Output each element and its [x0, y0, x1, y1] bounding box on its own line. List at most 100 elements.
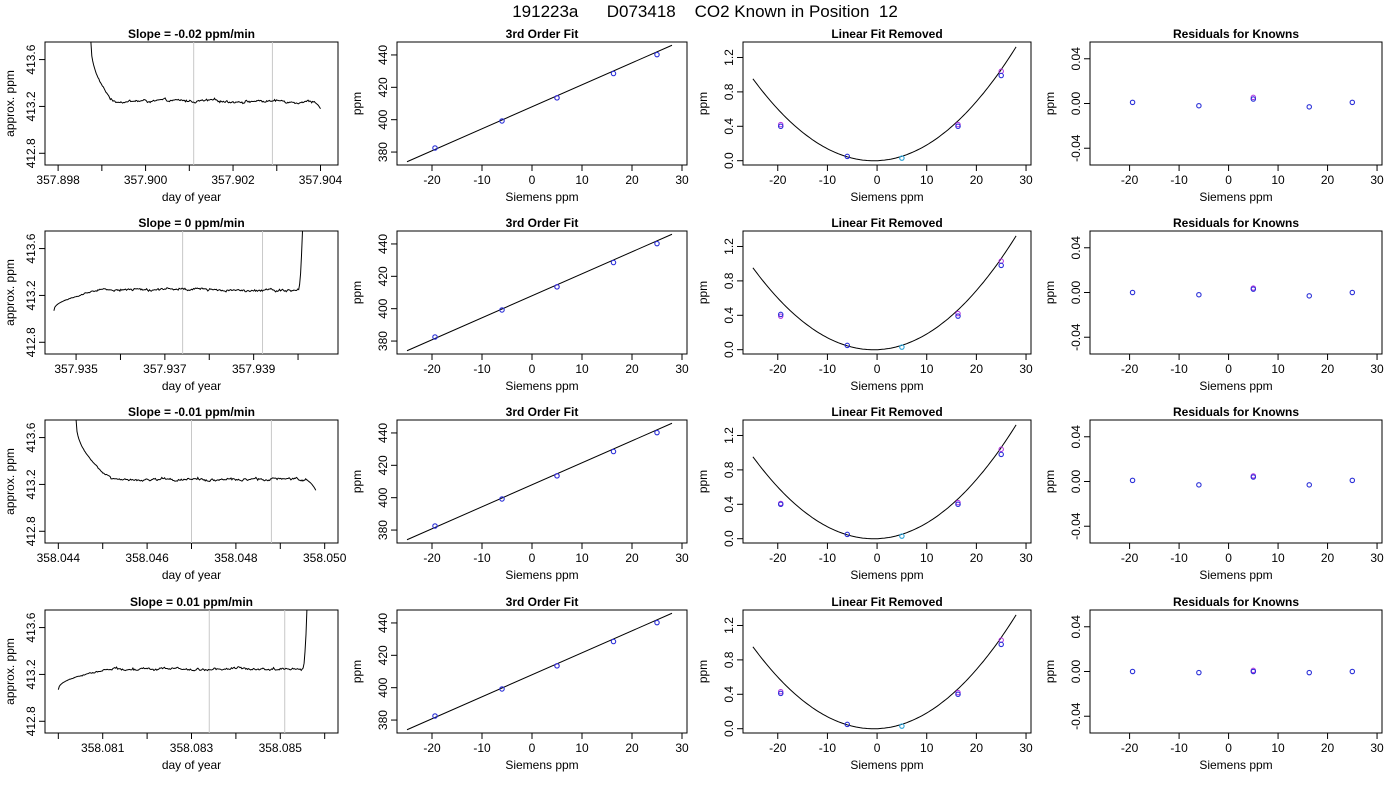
plot-frame	[1089, 230, 1383, 355]
plot-area	[1129, 667, 1356, 676]
data-trace	[57, 610, 308, 690]
reference-point	[998, 446, 1004, 452]
data-point	[777, 690, 784, 697]
x-tick-label: 20	[1321, 362, 1335, 376]
data-point	[499, 307, 505, 313]
x-tick-label: 20	[625, 741, 639, 755]
plot-area	[57, 610, 308, 733]
panel-title: 3rd Order Fit	[506, 27, 579, 41]
data-point	[1349, 668, 1356, 675]
x-tick-label: 10	[920, 362, 934, 376]
data-point	[1349, 289, 1356, 296]
fit-line	[406, 233, 673, 352]
y-tick-label: -0.04	[1069, 702, 1083, 730]
panel-r4-c2: 3rd Order Fit -20 -10 0 10 20 30 380 400 420 440 Si…	[350, 595, 689, 772]
y-tick-label: 413.2	[24, 91, 38, 121]
y-tick-label: 0.8	[722, 461, 736, 478]
data-point	[955, 123, 961, 130]
y-axis-label: ppm	[696, 660, 710, 683]
panel-title: Slope = 0 ppm/min	[138, 216, 244, 230]
plot-frame	[742, 609, 1032, 734]
x-axis-label: Siemens ppm	[1199, 758, 1272, 772]
x-tick-label: 358.046	[125, 551, 169, 565]
plot-area	[406, 422, 673, 541]
panel-title: Slope = -0.02 ppm/min	[128, 27, 255, 41]
x-tick-label: -20	[423, 173, 441, 187]
panel-r2-c3: Linear Fit Removed -20 -10 0 10 20 30 0.0 0.4 0.8…	[696, 216, 1033, 393]
data-point	[955, 501, 961, 508]
reference-point	[955, 121, 961, 128]
x-axis-label: day of year	[162, 758, 221, 772]
x-axis-label: Siemens ppm	[850, 758, 923, 772]
x-tick-label: 30	[1370, 551, 1384, 565]
data-point	[1349, 477, 1356, 484]
data-point	[844, 721, 851, 728]
x-tick-label: 0	[529, 173, 536, 187]
data-point	[1196, 102, 1202, 109]
y-tick-label: 420	[376, 645, 390, 665]
y-tick-label: 380	[376, 142, 390, 162]
y-tick-label: 0.00	[1069, 280, 1083, 304]
x-tick-label: 30	[675, 362, 689, 376]
data-point	[432, 334, 438, 340]
plot-frame	[396, 609, 688, 734]
x-tick-label: 10	[1271, 362, 1285, 376]
x-tick-label: 10	[575, 551, 589, 565]
x-tick-label: 10	[920, 741, 934, 755]
plot-area	[752, 46, 1017, 162]
x-tick-label: 30	[1019, 362, 1033, 376]
panel-title: Residuals for Knowns	[1173, 595, 1299, 609]
x-tick-label: 358.083	[170, 741, 214, 755]
x-tick-label: -20	[423, 551, 441, 565]
data-point	[1129, 477, 1136, 484]
data-point	[610, 259, 617, 266]
x-tick-label: -10	[473, 551, 491, 565]
data-point	[955, 691, 961, 698]
y-tick-label: 0.4	[722, 496, 736, 513]
y-tick-label: 0.0	[722, 341, 736, 358]
x-tick-label: 357.900	[124, 173, 168, 187]
y-tick-label: 420	[376, 266, 390, 286]
plot-frame	[396, 41, 688, 166]
y-tick-label: 400	[376, 298, 390, 318]
x-axis-label: Siemens ppm	[505, 379, 578, 393]
plot-area	[406, 612, 673, 731]
fit-curve	[752, 614, 1017, 730]
y-tick-label: 1.2	[722, 427, 736, 444]
plot-frame	[396, 419, 688, 544]
x-tick-label: 10	[575, 173, 589, 187]
y-tick-label: 400	[376, 677, 390, 697]
data-point	[844, 153, 851, 160]
y-tick-label: 0.8	[722, 83, 736, 100]
plot-frame	[396, 230, 688, 355]
panel-r3-c4: Residuals for Knowns -20 -10 0 10 20 30 -0.04 0.…	[1043, 405, 1384, 582]
x-tick-label: 357.939	[232, 362, 276, 376]
figure-title: 191223a D073418 CO2 Known in Position 12	[512, 2, 898, 21]
y-tick-label: 413.6	[24, 44, 38, 74]
panel-r1-c4: Residuals for Knowns -20 -10 0 10 20 30 -0.04 0.…	[1043, 27, 1384, 204]
data-point	[610, 70, 617, 77]
fit-curve	[752, 424, 1017, 540]
panel-title: Slope = 0.01 ppm/min	[130, 595, 253, 609]
panel-r2-c4: Residuals for Knowns -20 -10 0 10 20 30 -0.04 0.…	[1043, 216, 1384, 393]
y-tick-label: 0.04	[1069, 425, 1083, 449]
data-point	[777, 311, 784, 318]
y-tick-label: 440	[376, 45, 390, 65]
panel-title: Slope = -0.01 ppm/min	[128, 405, 255, 419]
x-tick-label: 20	[970, 741, 984, 755]
x-tick-label: -20	[1121, 551, 1139, 565]
y-tick-label: 0.00	[1069, 91, 1083, 115]
data-point	[654, 619, 660, 626]
data-point	[499, 686, 505, 692]
plot-frame	[742, 230, 1032, 355]
x-tick-label: 0	[1225, 741, 1232, 755]
x-axis-label: Siemens ppm	[850, 190, 923, 204]
y-tick-label: 0.04	[1069, 47, 1083, 71]
x-tick-label: 30	[1370, 173, 1384, 187]
reference-point	[778, 689, 784, 695]
x-tick-label: 0	[529, 362, 536, 376]
x-tick-label: 357.935	[54, 362, 98, 376]
fit-line	[406, 44, 673, 163]
x-tick-label: 358.050	[303, 551, 347, 565]
